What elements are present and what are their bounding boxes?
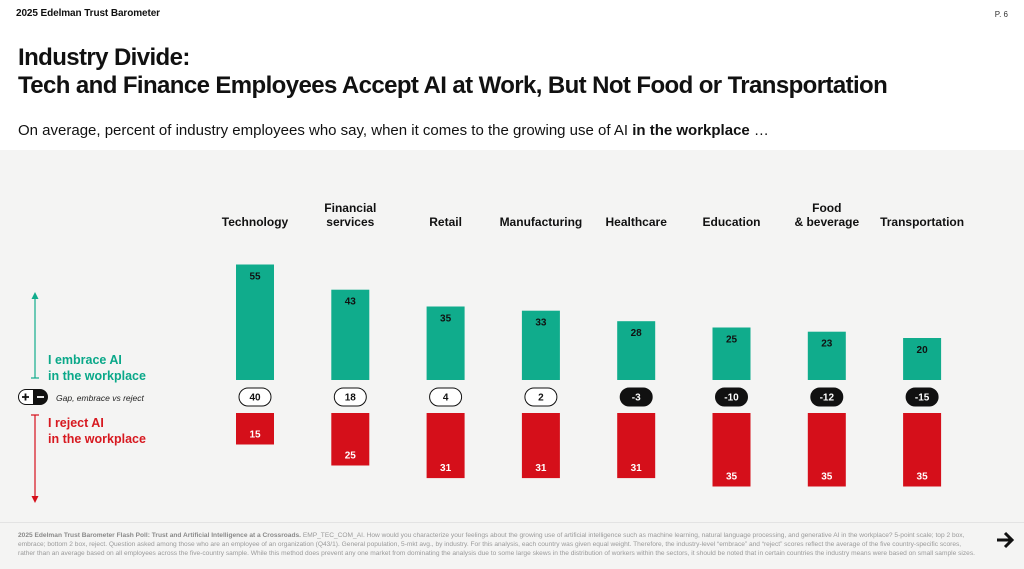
reject-value-label: 35	[726, 472, 738, 483]
gap-value-label: -3	[632, 393, 641, 404]
footnote-source: 2025 Edelman Trust Barometer Flash Poll:…	[18, 532, 302, 539]
category-label: Education	[702, 215, 760, 229]
gap-badge	[905, 387, 939, 407]
gap-badge	[429, 387, 463, 407]
gap-value-label: 18	[345, 393, 357, 404]
embrace-legend-label: I embrace AI in the workplace	[48, 352, 146, 384]
category-label: Food	[812, 201, 841, 215]
reject-bar	[426, 413, 465, 479]
gap-badge	[715, 387, 748, 407]
subtitle: On average, percent of industry employee…	[18, 122, 769, 139]
brand-year: 2025	[16, 8, 38, 19]
embrace-value-label: 28	[631, 328, 643, 339]
embrace-bar	[236, 264, 274, 380]
gap-badge	[524, 387, 558, 407]
category-label: Healthcare	[606, 215, 668, 229]
gap-value-label: -15	[915, 393, 930, 404]
embrace-bar	[617, 321, 656, 380]
category-label: Technology	[222, 215, 289, 229]
reject-bar	[807, 413, 846, 487]
gap-legend-label: Gap, embrace vs reject	[56, 393, 144, 403]
reject-value-label: 31	[440, 463, 452, 474]
brand: 2025 Edelman Trust Barometer	[16, 8, 160, 19]
embrace-value-label: 55	[249, 272, 261, 283]
chart-panel	[0, 150, 1024, 522]
gap-value-label: -12	[820, 393, 835, 404]
gap-badge	[333, 387, 367, 407]
up-arrow-head	[31, 292, 39, 299]
embrace-bar	[426, 306, 465, 380]
category-label: services	[326, 215, 374, 229]
reject-bar	[331, 413, 370, 466]
reject-bar	[903, 413, 942, 487]
down-arrow-head	[31, 496, 39, 503]
subtitle-bold: in the workplace	[632, 122, 750, 139]
gap-badge	[238, 387, 272, 407]
gap-value-label: 2	[538, 393, 544, 404]
embrace-bar	[903, 338, 942, 380]
header: 2025 Edelman Trust Barometer P. 6 Indust…	[0, 0, 1024, 150]
embrace-value-label: 20	[917, 345, 929, 356]
reject-value-label: 25	[345, 451, 357, 462]
reject-value-label: 15	[249, 430, 261, 441]
reject-label-line-1: I reject AI	[48, 416, 104, 430]
category-label: Transportation	[880, 215, 964, 229]
footnote: 2025 Edelman Trust Barometer Flash Poll:…	[18, 531, 978, 567]
gap-badge	[619, 387, 653, 407]
plus-minus-icon	[18, 389, 48, 405]
embrace-bar	[521, 310, 560, 380]
footer: 2025 Edelman Trust Barometer Flash Poll:…	[0, 522, 1024, 569]
embrace-bar	[331, 289, 370, 380]
arrow-right-icon[interactable]	[994, 529, 1016, 551]
reject-value-label: 31	[631, 463, 643, 474]
reject-bar	[236, 413, 274, 445]
embrace-label-line-1: I embrace AI	[48, 353, 122, 367]
page-number: P. 6	[994, 10, 1008, 19]
title-line-2: Tech and Finance Employees Accept AI at …	[18, 72, 888, 99]
subtitle-ellipsis: …	[749, 122, 769, 139]
gap-value-label: -10	[724, 393, 739, 404]
embrace-value-label: 35	[440, 314, 452, 325]
category-label: Retail	[429, 215, 462, 229]
embrace-value-label: 23	[821, 339, 833, 350]
title-line-1: Industry Divide:	[18, 44, 190, 71]
embrace-bar	[712, 327, 751, 380]
reject-label-line-2: in the workplace	[48, 432, 146, 446]
reject-value-label: 35	[917, 472, 929, 483]
reject-bar	[521, 413, 560, 479]
page-title: Industry Divide: Tech and Finance Employ…	[18, 44, 888, 100]
category-label: Financial	[324, 201, 376, 215]
footnote-text: EMP_TEC_COM_AI. How would you characteri…	[18, 532, 975, 557]
subtitle-text: On average, percent of industry employee…	[18, 122, 633, 139]
embrace-value-label: 43	[345, 297, 357, 308]
vertical-axis-arrows	[31, 292, 39, 503]
reject-bar	[712, 413, 751, 487]
category-label: Manufacturing	[500, 215, 583, 229]
gap-value-label: 4	[443, 393, 449, 404]
reject-value-label: 31	[535, 463, 547, 474]
embrace-label-line-2: in the workplace	[48, 369, 146, 383]
reject-bar	[617, 413, 656, 479]
embrace-bar	[807, 331, 846, 380]
category-label: & beverage	[794, 215, 859, 229]
embrace-value-label: 33	[535, 318, 547, 329]
reject-legend-label: I reject AI in the workplace	[48, 415, 146, 447]
embrace-value-label: 25	[726, 335, 738, 346]
reject-value-label: 35	[821, 472, 833, 483]
gap-value-label: 40	[249, 393, 261, 404]
gap-badge	[810, 387, 844, 407]
brand-name: Edelman Trust Barometer	[40, 8, 161, 19]
